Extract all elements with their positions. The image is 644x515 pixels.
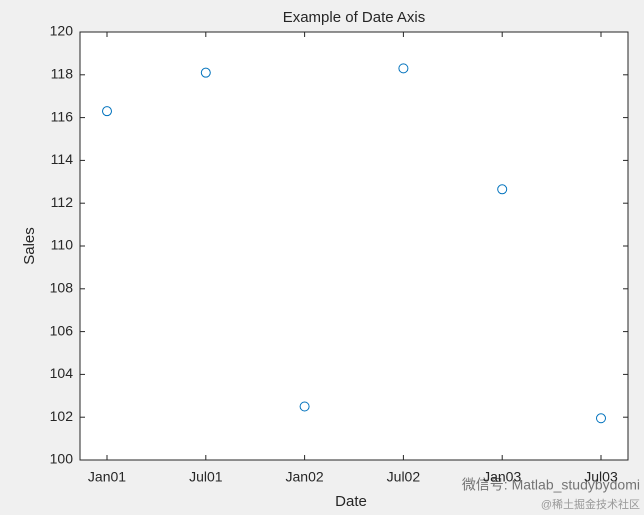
marker (299, 401, 310, 412)
y-tick-label: 114 (51, 151, 74, 167)
x-tick-label: Jul02 (387, 469, 421, 485)
y-tick-label: 104 (50, 365, 74, 381)
y-tick-label: 118 (51, 66, 74, 82)
y-tick-label: 110 (51, 237, 74, 253)
watermark: 微信号: Matlab_studybydomi (462, 477, 640, 493)
x-tick-label: Jan03 (483, 469, 521, 485)
y-tick-label: 102 (50, 408, 74, 424)
marker (497, 184, 508, 195)
x-tick-label: Jul01 (189, 469, 223, 485)
y-tick-label: 120 (50, 23, 74, 39)
x-axis-label: Date (335, 493, 367, 510)
marker (102, 106, 112, 117)
axes-box (79, 31, 629, 461)
watermark: @稀土掘金技术社区 (541, 497, 640, 511)
marker (200, 67, 211, 78)
x-tick-label: Jul03 (584, 469, 618, 485)
y-axis-label: Sales (21, 227, 38, 265)
x-tick-label: Jan02 (286, 469, 324, 485)
marker (596, 413, 606, 424)
y-tick-label: 108 (50, 280, 74, 296)
y-tick-label: 116 (51, 108, 74, 124)
y-tick-label: 112 (51, 194, 74, 210)
chart-title: Example of Date Axis (283, 9, 426, 26)
x-tick-label: Jan01 (88, 469, 126, 485)
y-tick-label: 106 (50, 322, 74, 338)
y-tick-label: 100 (50, 451, 74, 467)
marker (398, 63, 409, 74)
